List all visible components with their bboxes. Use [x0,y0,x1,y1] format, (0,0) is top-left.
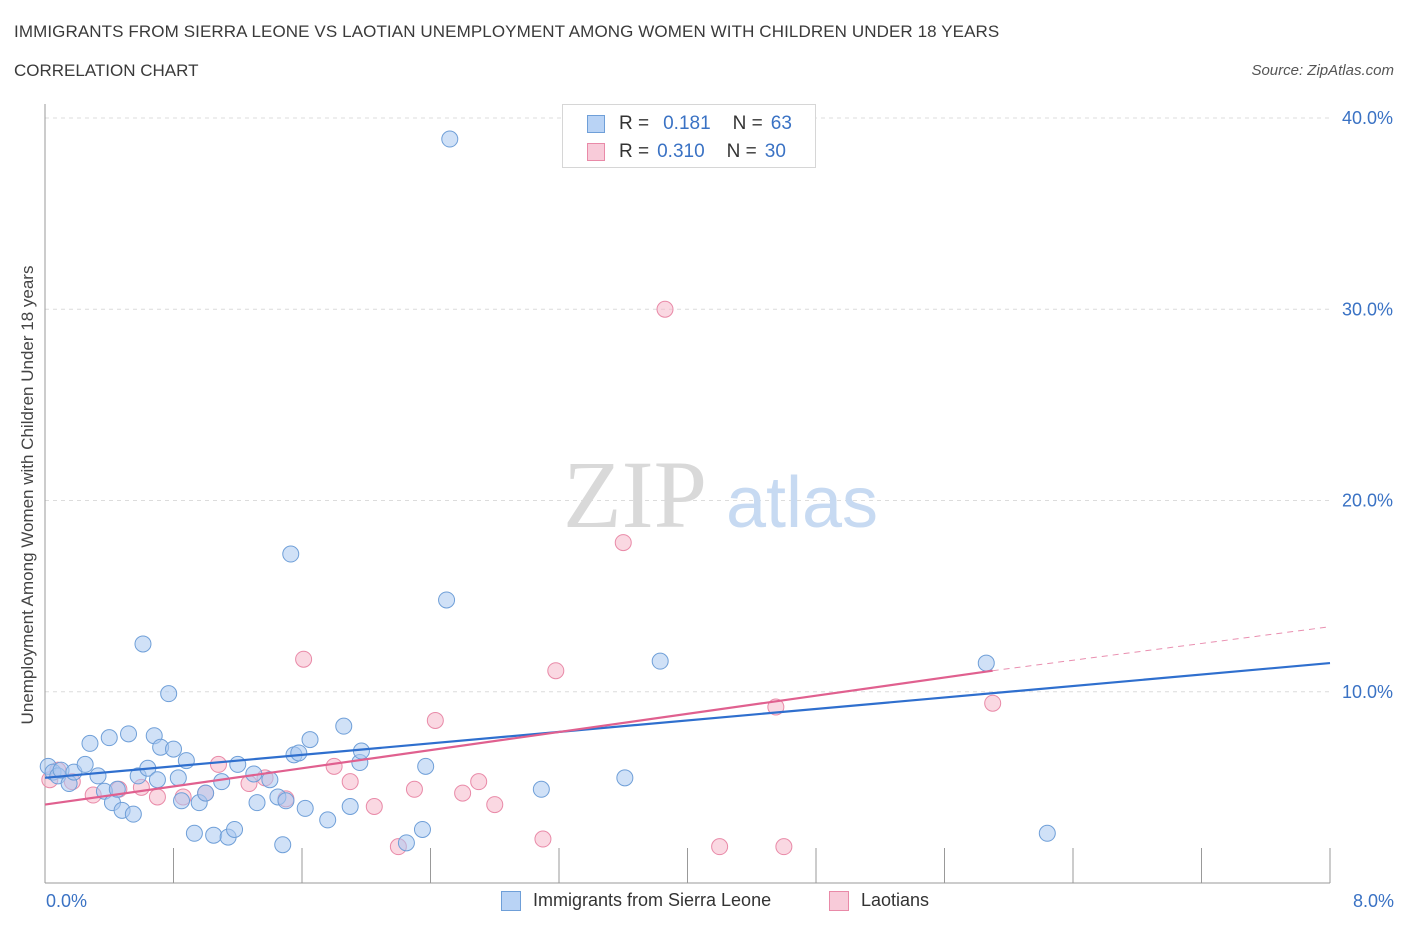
x-min-label: 0.0% [46,891,88,911]
sierra-leone-point [100,729,118,747]
sierra-leone-swatch [587,115,605,133]
sierra-leone-point [341,798,359,815]
laotians-point [470,773,488,791]
stats-row-sierra-leone: R = 0.181 N = 63 [587,112,792,136]
n-label: N = [726,141,757,162]
sierra-leone-point [438,591,456,609]
sierra-leone-point [229,755,247,773]
n-value: 63 [770,113,792,134]
sierra-leone-point [169,769,187,787]
stats-box: R = 0.181 N = 63 R = 0.310 N = 30 [562,104,816,168]
trend-lines [44,626,1331,806]
sierra-leone-point [165,740,182,758]
sierra-leone-point [417,757,435,775]
y-tick-label: 40.0% [1342,108,1393,128]
sierra-leone-point [81,734,99,752]
sierra-leone-point [205,826,223,844]
y-tick-label: 10.0% [1342,682,1393,702]
sierra-leone-point [277,792,295,810]
sierra-leone-point [319,811,337,829]
y-tick-label: 20.0% [1342,491,1393,511]
laotians-point [775,838,793,856]
laotians-point [547,662,565,680]
sierra-leone-point [441,130,459,148]
laotians-point [534,830,552,848]
n-value: 30 [764,141,786,162]
sierra-leone-point [301,731,319,749]
grid-lines [45,117,1330,693]
sierra-leone-point [197,784,215,802]
sierra-leone-point [226,820,244,838]
chart-subtitle: CORRELATION CHART [14,61,199,80]
watermark: ZIP atlas [563,441,878,548]
sierra-leone-point [160,685,178,703]
watermark-zip: ZIP [563,441,707,548]
laotians-point [767,698,785,716]
r-value: 0.181 [663,113,711,134]
sierra-leone-points [39,130,1056,854]
chart-title: IMMIGRANTS FROM SIERRA LEONE VS LAOTIAN … [14,22,1000,41]
stats-row-laotians: R = 0.310 N = 30 [587,140,786,164]
laotians-point [656,300,674,318]
laotians-point [614,534,632,552]
sierra-leone-point [76,755,94,773]
y-tick-labels: 10.0% 20.0% 30.0% 40.0% [1342,108,1393,702]
laotians-trend-line [44,669,993,806]
sierra-leone-point [134,635,152,653]
laotians-point [426,711,444,729]
legend: Immigrants from Sierra Leone Laotians [0,890,1406,916]
laotians-point [341,773,359,791]
laotians-points [41,300,1002,856]
legend-item-sierra-leone: Immigrants from Sierra Leone [501,890,771,911]
legend-swatch-sierra-leone [501,890,521,911]
y-tick-label: 30.0% [1342,299,1393,319]
sierra-leone-point [1038,824,1056,842]
sierra-leone-point [248,794,266,812]
laotians-point [148,788,166,806]
laotians-point [325,757,343,775]
sierra-leone-point [413,820,431,838]
laotians-point [209,755,227,773]
r-value: 0.310 [657,141,705,162]
legend-swatch-laotians [829,890,849,911]
r-label: R = [619,113,650,134]
sierra-leone-point [213,773,231,791]
laotians-point [454,784,472,802]
sierra-leone-trend-line [44,661,1331,779]
sierra-leone-point [651,652,669,670]
legend-label-sierra-leone: Immigrants from Sierra Leone [533,890,772,910]
sierra-leone-point [397,834,415,852]
sierra-leone-point [274,836,292,854]
sierra-leone-point [296,799,314,817]
laotians-point [295,650,313,668]
laotians-point [405,780,423,798]
laotians-point [984,694,1002,712]
watermark-atlas: atlas [726,463,878,543]
sierra-leone-point [148,771,166,789]
sierra-leone-point [185,824,203,842]
sierra-leone-point [282,545,300,563]
legend-item-laotians: Laotians [829,890,929,911]
n-label: N = [732,113,763,134]
sierra-leone-point [89,767,107,785]
sierra-leone-point [335,717,353,735]
source-label: Source: ZipAtlas.com [1251,62,1394,79]
x-max-label: 8.0% [1352,891,1394,911]
laotians-swatch [587,143,605,161]
laotians-point [711,838,729,856]
axes [44,104,1331,884]
sierra-leone-point [616,769,634,787]
sierra-leone-point [124,805,142,823]
sierra-leone-point [173,792,191,810]
legend-label-laotians: Laotians [861,890,930,910]
laotians-point [486,796,504,814]
sierra-leone-point [290,744,308,762]
r-label: R = [619,141,650,162]
sierra-leone-point [532,780,550,798]
laotians-trend-extension [992,626,1331,672]
sierra-leone-point [977,654,995,672]
sierra-leone-point [120,725,138,743]
laotians-point [365,798,383,815]
